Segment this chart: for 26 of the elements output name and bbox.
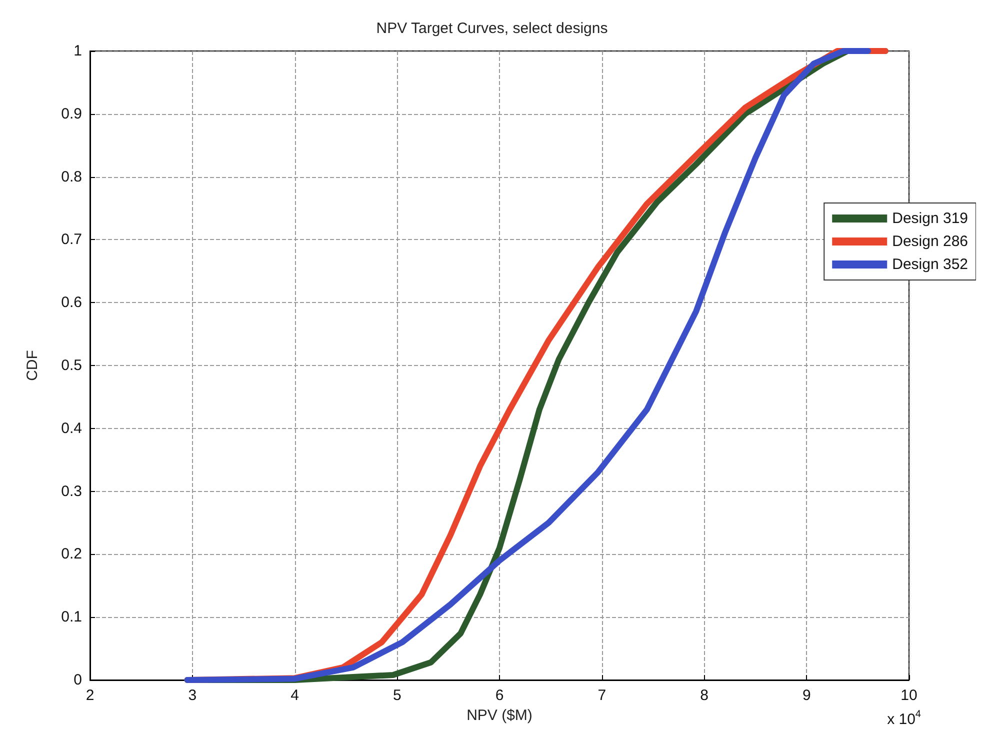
y-tick-label: 0.1: [61, 608, 82, 626]
x-tick-label: 8: [700, 687, 708, 704]
y-tick-label: 0.7: [61, 231, 82, 248]
y-tick-label: 0.6: [61, 294, 82, 312]
x-tick-label: 4: [290, 687, 299, 704]
x-axis-title: NPV ($M): [466, 707, 532, 724]
x-tick-label: 10: [900, 687, 918, 704]
y-tick-label: 0.8: [61, 168, 82, 186]
x-tick-label: 5: [392, 687, 402, 704]
chart-title: NPV Target Curves, select designs: [376, 20, 608, 37]
y-tick-label: 0.9: [61, 105, 82, 122]
y-tick-label: 0.2: [61, 546, 82, 563]
legend-label: Design 286: [892, 233, 968, 250]
x-tick-label: 3: [188, 687, 197, 704]
x-tick-label: 2: [86, 687, 94, 704]
y-tick-label: 0: [74, 672, 82, 688]
y-tick-label: 0.4: [61, 420, 82, 437]
x-tick-label: 7: [598, 687, 606, 704]
legend-label: Design 352: [892, 256, 968, 273]
x-tick-label: 9: [802, 687, 811, 704]
x-tick-label: 6: [495, 687, 504, 704]
y-tick-label: 0.5: [61, 357, 82, 374]
y-tick-label: 1: [74, 42, 82, 60]
legend-label: Design 319: [892, 210, 968, 227]
y-axis-title: CDF: [24, 350, 41, 381]
y-tick-label: 0.3: [61, 482, 82, 500]
